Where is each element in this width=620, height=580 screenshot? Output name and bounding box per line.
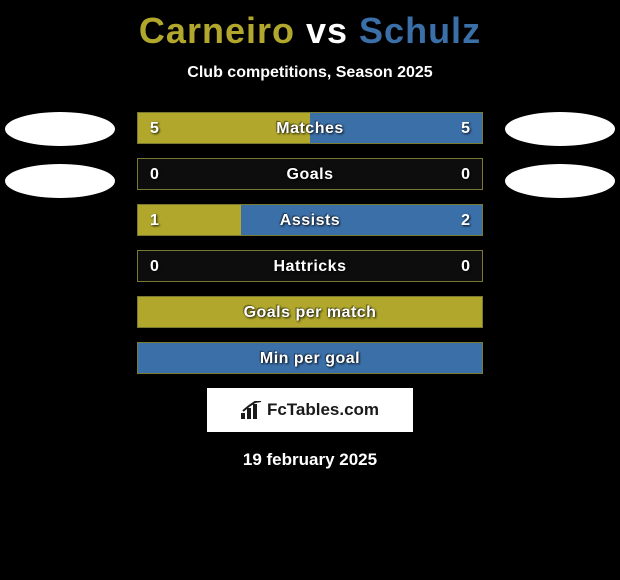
player-avatar-right [505,164,615,198]
player-avatar-left [5,164,115,198]
date-text: 19 february 2025 [0,450,620,470]
stat-label: Min per goal [138,343,482,374]
stat-label: Assists [138,205,482,236]
chart-area: 55Matches 00Goals 12Assists 00Hattricks Goal… [0,112,620,374]
comparison-title: Carneiro vs Schulz [0,0,620,52]
player-avatar-left [5,112,115,146]
stat-row: 55Matches [137,112,483,144]
stat-label: Matches [138,113,482,144]
stat-label: Goals [138,159,482,190]
logo-text: FcTables.com [267,400,379,420]
stat-label: Hattricks [138,251,482,282]
stat-row: Min per goal [137,342,483,374]
stat-row: 00Goals [137,158,483,190]
player-avatar-right [505,112,615,146]
chart-icon [241,401,263,419]
player2-name: Schulz [359,10,481,51]
vs-text: vs [306,10,348,51]
player1-name: Carneiro [139,10,295,51]
fctables-logo: FcTables.com [207,388,413,432]
stat-label: Goals per match [138,297,482,328]
stat-row: Goals per match [137,296,483,328]
stat-row: 12Assists [137,204,483,236]
subtitle: Club competitions, Season 2025 [0,64,620,82]
stat-row: 00Hattricks [137,250,483,282]
